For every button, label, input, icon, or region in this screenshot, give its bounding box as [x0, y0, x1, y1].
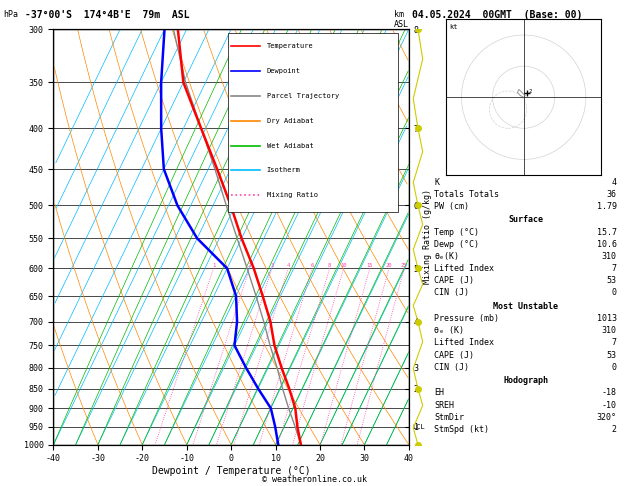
Text: -10: -10 — [602, 400, 616, 410]
Text: Parcel Trajectory: Parcel Trajectory — [267, 93, 339, 99]
Text: hPa: hPa — [3, 10, 18, 19]
Text: 1.79: 1.79 — [597, 202, 616, 211]
Text: kt: kt — [449, 24, 457, 30]
Text: StmDir: StmDir — [435, 413, 464, 422]
Text: 0: 0 — [611, 288, 616, 297]
Text: 20: 20 — [386, 263, 392, 268]
Text: 3: 3 — [270, 263, 274, 268]
Text: 7: 7 — [611, 264, 616, 273]
Y-axis label: Mixing Ratio (g/kg): Mixing Ratio (g/kg) — [423, 190, 432, 284]
Text: -37°00'S  174°4B'E  79m  ASL: -37°00'S 174°4B'E 79m ASL — [25, 10, 190, 20]
Text: Hodograph: Hodograph — [503, 376, 548, 385]
Text: Totals Totals: Totals Totals — [435, 190, 499, 199]
Text: 2: 2 — [528, 88, 532, 93]
Text: 25: 25 — [401, 263, 408, 268]
Text: 8: 8 — [328, 263, 331, 268]
Text: Mixing Ratio: Mixing Ratio — [267, 192, 318, 198]
Text: 2: 2 — [248, 263, 251, 268]
Text: CIN (J): CIN (J) — [435, 363, 469, 372]
Text: -18: -18 — [602, 388, 616, 398]
Text: 0: 0 — [611, 363, 616, 372]
Text: Lifted Index: Lifted Index — [435, 264, 494, 273]
Text: ASL: ASL — [394, 20, 409, 30]
Text: Pressure (mb): Pressure (mb) — [435, 314, 499, 323]
Text: CIN (J): CIN (J) — [435, 288, 469, 297]
Text: EH: EH — [435, 388, 444, 398]
Text: Surface: Surface — [508, 215, 543, 225]
Text: CAPE (J): CAPE (J) — [435, 350, 474, 360]
Text: K: K — [435, 177, 440, 187]
Bar — [228, 34, 398, 212]
Text: θₑ(K): θₑ(K) — [435, 252, 459, 261]
Text: 310: 310 — [602, 326, 616, 335]
Text: CAPE (J): CAPE (J) — [435, 276, 474, 285]
Text: Temperature: Temperature — [267, 43, 313, 49]
Text: SREH: SREH — [435, 400, 454, 410]
Text: Lifted Index: Lifted Index — [435, 338, 494, 347]
Text: km: km — [394, 10, 404, 19]
Text: © weatheronline.co.uk: © weatheronline.co.uk — [262, 474, 367, 484]
Text: 10.6: 10.6 — [597, 240, 616, 249]
Text: Dry Adiabat: Dry Adiabat — [267, 118, 313, 123]
Text: Most Unstable: Most Unstable — [493, 302, 558, 311]
Text: PW (cm): PW (cm) — [435, 202, 469, 211]
Text: 320°: 320° — [597, 413, 616, 422]
Text: Temp (°C): Temp (°C) — [435, 227, 479, 237]
Text: 10: 10 — [340, 263, 347, 268]
Text: 53: 53 — [607, 276, 616, 285]
Text: 36: 36 — [607, 190, 616, 199]
Text: 15.7: 15.7 — [597, 227, 616, 237]
Text: 6: 6 — [311, 263, 314, 268]
Text: θₑ (K): θₑ (K) — [435, 326, 464, 335]
Text: 53: 53 — [607, 350, 616, 360]
Text: 1: 1 — [212, 263, 215, 268]
Text: 15: 15 — [367, 263, 373, 268]
Text: Dewp (°C): Dewp (°C) — [435, 240, 479, 249]
Text: StmSpd (kt): StmSpd (kt) — [435, 425, 489, 434]
Text: 4: 4 — [611, 177, 616, 187]
Text: 04.05.2024  00GMT  (Base: 00): 04.05.2024 00GMT (Base: 00) — [412, 10, 582, 20]
Text: 7: 7 — [611, 338, 616, 347]
Text: Wet Adiabat: Wet Adiabat — [267, 142, 313, 149]
Text: Dewpoint: Dewpoint — [267, 68, 301, 74]
Text: 4: 4 — [287, 263, 290, 268]
Text: 1013: 1013 — [597, 314, 616, 323]
X-axis label: Dewpoint / Temperature (°C): Dewpoint / Temperature (°C) — [152, 466, 311, 476]
Text: Isotherm: Isotherm — [267, 168, 301, 174]
Text: 2: 2 — [611, 425, 616, 434]
Text: LCL: LCL — [413, 424, 425, 430]
Text: 310: 310 — [602, 252, 616, 261]
